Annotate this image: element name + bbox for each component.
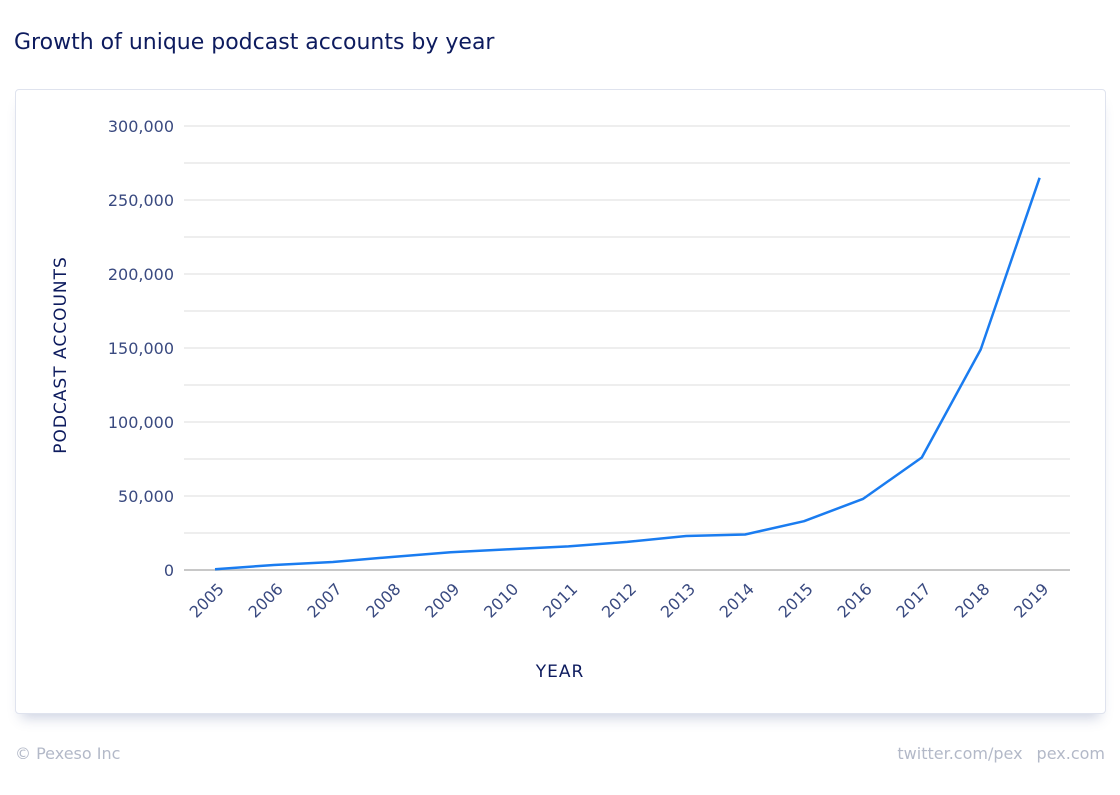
chart-title: Growth of unique podcast accounts by yea… <box>14 30 495 55</box>
y-tick-label: 250,000 <box>108 191 174 210</box>
y-tick-label: 200,000 <box>108 265 174 284</box>
y-tick-label: 300,000 <box>108 117 174 136</box>
x-tick-label: 2019 <box>1010 579 1052 621</box>
y-axis-label: PODCAST ACCOUNTS <box>51 256 71 454</box>
x-tick-label: 2009 <box>421 579 463 621</box>
x-axis-label: YEAR <box>535 662 585 682</box>
x-tick-label: 2008 <box>362 579 404 621</box>
x-tick-label: 2013 <box>657 579 699 621</box>
x-tick-label: 2017 <box>892 579 934 621</box>
twitter-link[interactable]: twitter.com/pex <box>897 744 1023 763</box>
x-tick-label: 2018 <box>951 579 993 621</box>
x-tick-label: 2006 <box>245 579 287 621</box>
chart-card <box>15 89 1106 714</box>
x-tick-label: 2015 <box>775 579 817 621</box>
footer-links: twitter.com/pex pex.com <box>883 744 1105 763</box>
site-link[interactable]: pex.com <box>1036 744 1105 763</box>
copyright: © Pexeso Inc <box>15 744 121 763</box>
x-tick-label: 2010 <box>480 579 522 621</box>
y-tick-label: 150,000 <box>108 339 174 358</box>
y-tick-label: 0 <box>164 561 174 580</box>
x-tick-label: 2005 <box>186 579 228 621</box>
x-tick-label: 2012 <box>598 579 640 621</box>
x-tick-label: 2011 <box>539 579 581 621</box>
y-tick-label: 100,000 <box>108 413 174 432</box>
y-tick-label: 50,000 <box>118 487 174 506</box>
x-tick-label: 2016 <box>834 579 876 621</box>
x-tick-label: 2007 <box>303 579 345 621</box>
x-tick-label: 2014 <box>716 579 758 621</box>
